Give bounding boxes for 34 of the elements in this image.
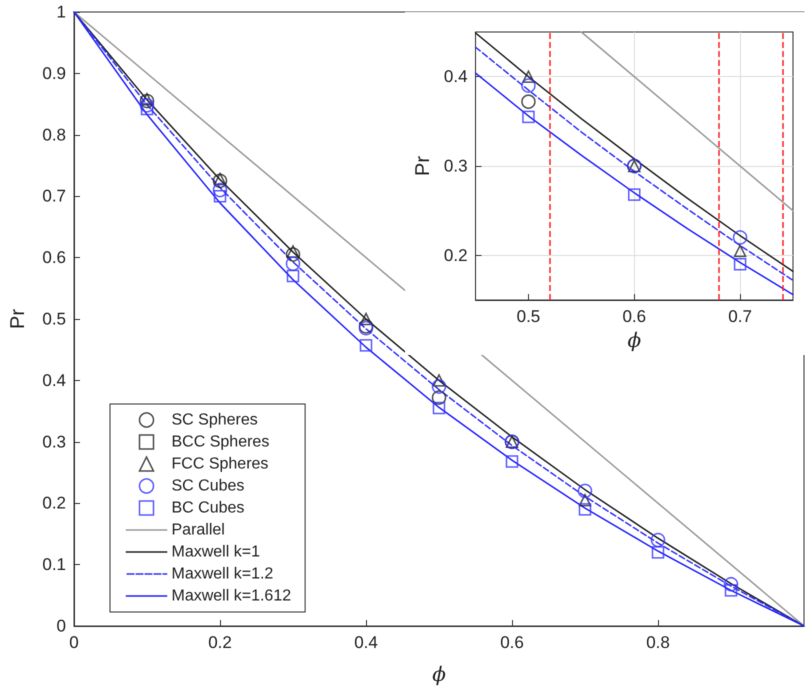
legend-label: Maxwell k=1: [172, 544, 260, 560]
legend-label: Maxwell k=1.612: [172, 588, 292, 604]
y-tick-label: 0.3: [42, 432, 66, 452]
x-tick-label: 0.8: [646, 633, 670, 652]
y-tick-label: 0.2: [42, 494, 66, 513]
y-axis-title: Pr: [7, 308, 29, 329]
legend-label: BCC Spheres: [172, 434, 270, 450]
y-tick-label: 0: [56, 616, 66, 636]
legend-label: FCC Spheres: [172, 456, 268, 472]
x-axis-title: ϕ: [432, 662, 446, 686]
legend-label: Parallel: [172, 522, 225, 538]
y-axis-title: Pr: [412, 156, 434, 176]
y-tick-label: 0.3: [444, 156, 468, 176]
y-tick-label: 0.2: [444, 246, 468, 265]
legend-label: BC Cubes: [172, 500, 244, 516]
legend-label: SC Spheres: [172, 412, 258, 428]
x-tick-label: 0.2: [208, 633, 232, 652]
x-axis-title: ϕ: [627, 328, 642, 352]
x-tick-label: 0.6: [500, 633, 524, 652]
x-tick-label: 0.5: [516, 307, 540, 326]
y-tick-label: 0.9: [42, 64, 66, 83]
x-tick-label: 0.6: [622, 307, 646, 326]
y-tick-label: 0.4: [42, 370, 66, 390]
y-tick-label: 0.4: [444, 67, 468, 86]
legend-label: Maxwell k=1.2: [172, 566, 274, 582]
y-tick-label: 0.1: [42, 555, 66, 574]
y-tick-label: 0.8: [42, 125, 66, 144]
x-tick-label: 0.4: [354, 633, 378, 652]
x-tick-label: 0: [69, 633, 79, 652]
y-tick-label: 0.7: [42, 186, 66, 206]
x-tick-label: 0.7: [728, 307, 752, 326]
y-tick-label: 0.6: [42, 248, 66, 268]
y-tick-label: 1: [56, 2, 66, 22]
legend-label: SC Cubes: [172, 478, 244, 494]
